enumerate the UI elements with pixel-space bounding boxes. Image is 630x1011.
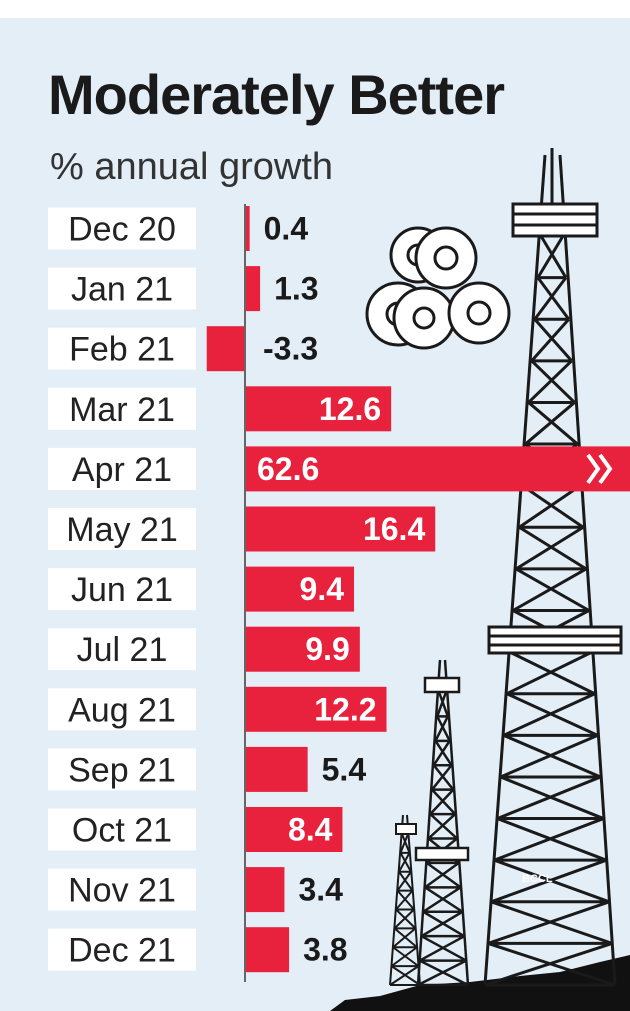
value-label: 0.4 xyxy=(264,211,309,247)
category-label-box xyxy=(48,568,196,611)
category-label: Dec 21 xyxy=(68,932,176,970)
chart-title: Moderately Better xyxy=(48,63,505,126)
credit-label: BCCL xyxy=(522,873,553,885)
category-label: May 21 xyxy=(66,511,178,549)
value-label: -3.3 xyxy=(263,331,318,367)
category-label-box xyxy=(48,207,196,250)
bar xyxy=(245,206,250,251)
value-label: 3.4 xyxy=(298,872,343,908)
value-label: 3.8 xyxy=(303,932,347,968)
bar xyxy=(245,746,308,792)
category-label-box xyxy=(48,508,196,550)
value-label: 12.6 xyxy=(319,391,381,427)
value-label: 5.4 xyxy=(322,751,367,787)
category-label: Mar 21 xyxy=(69,391,175,429)
axis-break-icon xyxy=(586,453,613,485)
bar xyxy=(245,927,290,973)
bar xyxy=(245,266,261,312)
bar xyxy=(245,626,360,672)
category-label-box xyxy=(48,928,196,971)
category-label: Feb 21 xyxy=(69,331,175,369)
bar xyxy=(245,686,387,732)
category-label-box xyxy=(48,447,196,490)
bar xyxy=(245,867,285,913)
category-label-box xyxy=(48,688,196,731)
bar xyxy=(245,807,343,852)
value-label: 62.6 xyxy=(257,451,319,487)
chart-subtitle: % annual growth xyxy=(50,146,334,188)
category-label: Sep 21 xyxy=(68,751,176,789)
category-label-box xyxy=(48,748,196,791)
bar xyxy=(245,506,436,552)
category-label-box xyxy=(48,387,196,430)
bar xyxy=(245,386,392,432)
category-label: Oct 21 xyxy=(72,812,172,850)
category-label-box xyxy=(48,327,196,370)
bar xyxy=(245,566,355,612)
value-label: 12.2 xyxy=(314,691,376,727)
category-label: Dec 20 xyxy=(68,211,176,249)
value-label: 1.3 xyxy=(274,271,318,307)
category-label: Jun 21 xyxy=(71,571,173,609)
category-label-box xyxy=(48,628,196,671)
value-label: 8.4 xyxy=(288,812,333,848)
value-label: 9.4 xyxy=(300,571,345,607)
category-label: Nov 21 xyxy=(68,872,176,910)
category-label-box xyxy=(48,868,196,911)
category-label-box xyxy=(48,808,196,851)
category-label-box xyxy=(48,267,196,310)
value-label: 16.4 xyxy=(363,511,425,547)
category-label: Aug 21 xyxy=(68,691,176,729)
bar xyxy=(245,446,630,492)
value-label: 9.9 xyxy=(305,631,349,667)
category-label: Jul 21 xyxy=(77,631,168,669)
category-label: Jan 21 xyxy=(71,271,173,309)
bar xyxy=(206,326,245,372)
category-label: Apr 21 xyxy=(72,451,172,489)
